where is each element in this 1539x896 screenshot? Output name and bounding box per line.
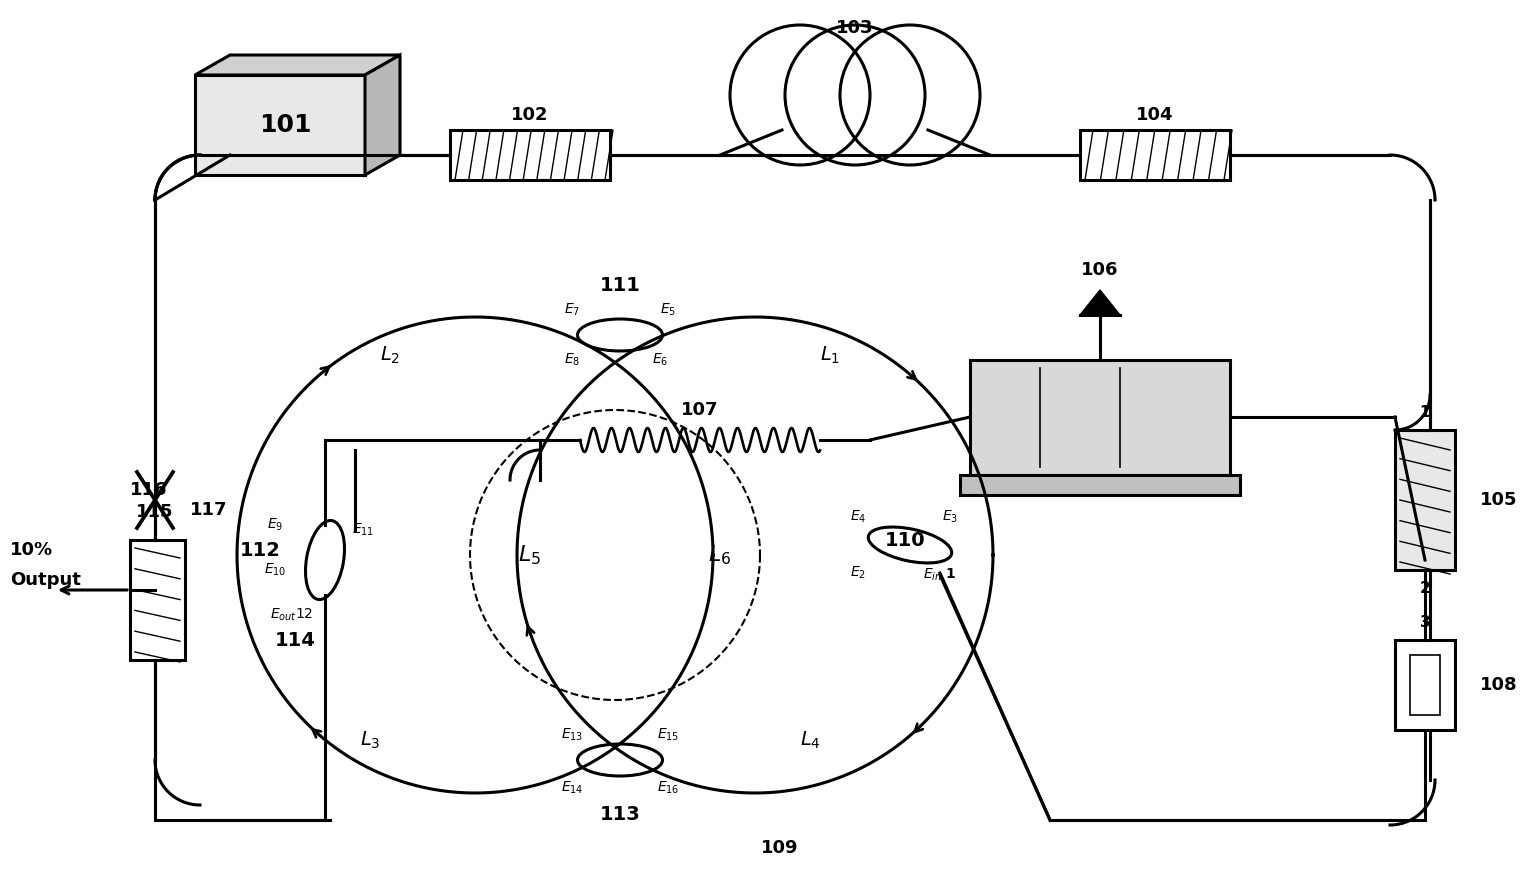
Text: $L_6$: $L_6$ xyxy=(708,543,731,567)
FancyBboxPatch shape xyxy=(1394,430,1454,570)
Text: 3: 3 xyxy=(1419,615,1430,630)
Text: $E_9$: $E_9$ xyxy=(266,517,283,533)
Text: 112: 112 xyxy=(240,540,280,559)
Text: $E_2$: $E_2$ xyxy=(850,564,866,582)
Text: 105: 105 xyxy=(1481,491,1517,509)
Text: 104: 104 xyxy=(1136,106,1174,124)
Text: 101: 101 xyxy=(259,113,311,137)
Text: $L_1$: $L_1$ xyxy=(820,344,840,366)
Text: 106: 106 xyxy=(1082,261,1119,279)
Text: $L_4$: $L_4$ xyxy=(800,729,820,751)
Text: 113: 113 xyxy=(600,806,640,824)
Text: $L_3$: $L_3$ xyxy=(360,729,380,751)
FancyBboxPatch shape xyxy=(449,130,609,180)
Text: 115: 115 xyxy=(137,503,174,521)
FancyBboxPatch shape xyxy=(970,360,1230,475)
Text: 107: 107 xyxy=(682,401,719,419)
FancyBboxPatch shape xyxy=(1410,655,1441,715)
Text: 10%: 10% xyxy=(9,541,54,559)
Text: 103: 103 xyxy=(836,19,874,37)
Text: $E_8$: $E_8$ xyxy=(563,352,580,368)
Polygon shape xyxy=(195,55,400,75)
Text: $E_{11}$: $E_{11}$ xyxy=(352,521,374,538)
Text: 1: 1 xyxy=(1420,404,1430,419)
FancyBboxPatch shape xyxy=(195,75,365,175)
FancyBboxPatch shape xyxy=(129,540,185,660)
FancyBboxPatch shape xyxy=(1080,130,1230,180)
Text: $E_{16}$: $E_{16}$ xyxy=(657,780,679,797)
FancyBboxPatch shape xyxy=(960,475,1240,495)
Text: 114: 114 xyxy=(274,631,315,650)
Text: $E_{13}$: $E_{13}$ xyxy=(560,727,583,743)
Text: $E_{15}$: $E_{15}$ xyxy=(657,727,679,743)
Text: $L_2$: $L_2$ xyxy=(380,344,400,366)
Text: 117: 117 xyxy=(189,501,228,519)
Text: 2: 2 xyxy=(1419,581,1430,596)
Text: $L_5$: $L_5$ xyxy=(519,543,542,567)
Polygon shape xyxy=(1080,290,1120,315)
FancyBboxPatch shape xyxy=(1394,640,1454,730)
Text: $E_5$: $E_5$ xyxy=(660,302,676,318)
Text: $E_4$: $E_4$ xyxy=(850,509,866,525)
Text: Output: Output xyxy=(9,571,82,589)
Text: 102: 102 xyxy=(511,106,549,124)
Text: 110: 110 xyxy=(885,530,925,549)
Text: $E_3$: $E_3$ xyxy=(942,509,959,525)
Text: 116: 116 xyxy=(129,481,168,499)
Text: $E_6$: $E_6$ xyxy=(653,352,668,368)
Text: 109: 109 xyxy=(762,839,799,857)
Text: $E_{14}$: $E_{14}$ xyxy=(560,780,583,797)
Text: $E_{in}$ 1: $E_{in}$ 1 xyxy=(923,567,957,583)
Polygon shape xyxy=(365,55,400,175)
Text: $E_{10}$: $E_{10}$ xyxy=(263,562,286,578)
Text: 108: 108 xyxy=(1481,676,1517,694)
Text: 111: 111 xyxy=(600,275,640,295)
Text: $E_7$: $E_7$ xyxy=(563,302,580,318)
Text: $E_{out}12$: $E_{out}12$ xyxy=(269,607,314,624)
